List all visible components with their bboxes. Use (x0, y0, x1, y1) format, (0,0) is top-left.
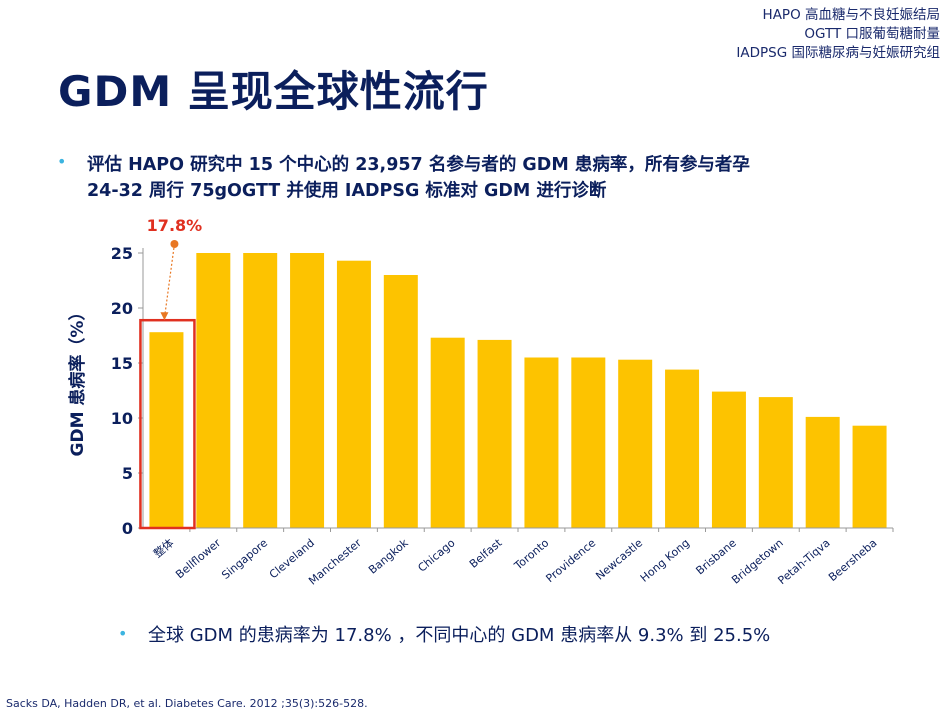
x-tick-label: Bangkok (366, 536, 411, 577)
bar-5 (383, 275, 418, 528)
x-tick-label: Bellflower (173, 536, 223, 581)
abbreviation-legend: HAPO 高血糖与不良妊娠结局 OGTT 口服葡萄糖耐量 IADPSG 国际糖尿… (736, 6, 940, 63)
bars-layer (149, 253, 887, 528)
x-tick-label: Providence (543, 536, 598, 585)
bar-1 (196, 253, 231, 528)
bullet-summary-text: 全球 GDM 的患病率为 17.8% ，不同中心的 GDM 患病率从 9.3% … (148, 625, 771, 646)
abbrev-hapo: HAPO 高血糖与不良妊娠结局 (762, 7, 940, 23)
bar-4 (336, 260, 371, 528)
x-tick-label: Toronto (511, 536, 551, 573)
bar-9 (571, 357, 606, 528)
x-tick-label: Belfast (467, 536, 505, 571)
bar-15 (852, 425, 887, 528)
bar-12 (711, 391, 746, 528)
x-tick-label: 整体 (151, 536, 177, 561)
abbrev-iadpsg: IADPSG 国际糖尿病与妊娠研究组 (736, 45, 940, 61)
x-tick-label: Chicago (415, 536, 457, 575)
y-tick-label: 20 (111, 299, 133, 318)
x-tick-label: Manchester (306, 536, 364, 588)
y-axis-label: GDM 患病率（%） (67, 304, 88, 457)
annotation-layer: 17.8% (139, 216, 203, 530)
abbrev-ogtt: OGTT 口服葡萄糖耐量 (804, 26, 940, 42)
bar-2 (243, 253, 278, 528)
bar-0 (149, 332, 184, 528)
bar-7 (477, 339, 512, 528)
bar-11 (665, 369, 700, 528)
citation: Sacks DA, Hadden DR, et al. Diabetes Car… (6, 697, 368, 710)
bar-14 (805, 416, 840, 528)
bullet-line-2: 24-32 周行 75gOGTT 并使用 IADPSG 标准对 GDM 进行诊断 (87, 181, 607, 201)
bar-6 (430, 337, 465, 528)
x-tick-label: Petah-Tiqva (775, 536, 832, 587)
bullet-summary: • 全球 GDM 的患病率为 17.8% ，不同中心的 GDM 患病率从 9.3… (118, 624, 918, 648)
y-tick-label: 0 (122, 519, 133, 538)
bar-3 (290, 253, 325, 528)
y-tick-label: 10 (111, 409, 133, 428)
bar-10 (618, 359, 653, 528)
bullet-dot-icon: • (57, 152, 67, 171)
annotation-arrow-line (163, 243, 176, 319)
bullet-dot-icon: • (118, 624, 128, 643)
x-tick-label: Brisbane (693, 536, 739, 577)
highlight-box (139, 318, 196, 530)
y-tick-label: 5 (122, 464, 133, 483)
y-tick-label: 25 (111, 244, 133, 263)
x-tick-label: Beersheba (826, 536, 879, 584)
annotation-arrow-head (160, 312, 169, 321)
x-tick-label: Hong Kong (638, 536, 692, 584)
x-tick-label: Singapore (219, 536, 270, 582)
bullet-line-1: 评估 HAPO 研究中 15 个中心的 23,957 名参与者的 GDM 患病率… (87, 155, 750, 175)
bar-13 (758, 397, 793, 528)
y-tick-label: 15 (111, 354, 133, 373)
slide-title: GDM 呈现全球性流行 (58, 67, 489, 116)
annotation-label: 17.8% (147, 216, 203, 235)
bullet-study-description: • 评估 HAPO 研究中 15 个中心的 23,957 名参与者的 GDM 患… (57, 152, 887, 204)
bar-8 (524, 357, 559, 528)
